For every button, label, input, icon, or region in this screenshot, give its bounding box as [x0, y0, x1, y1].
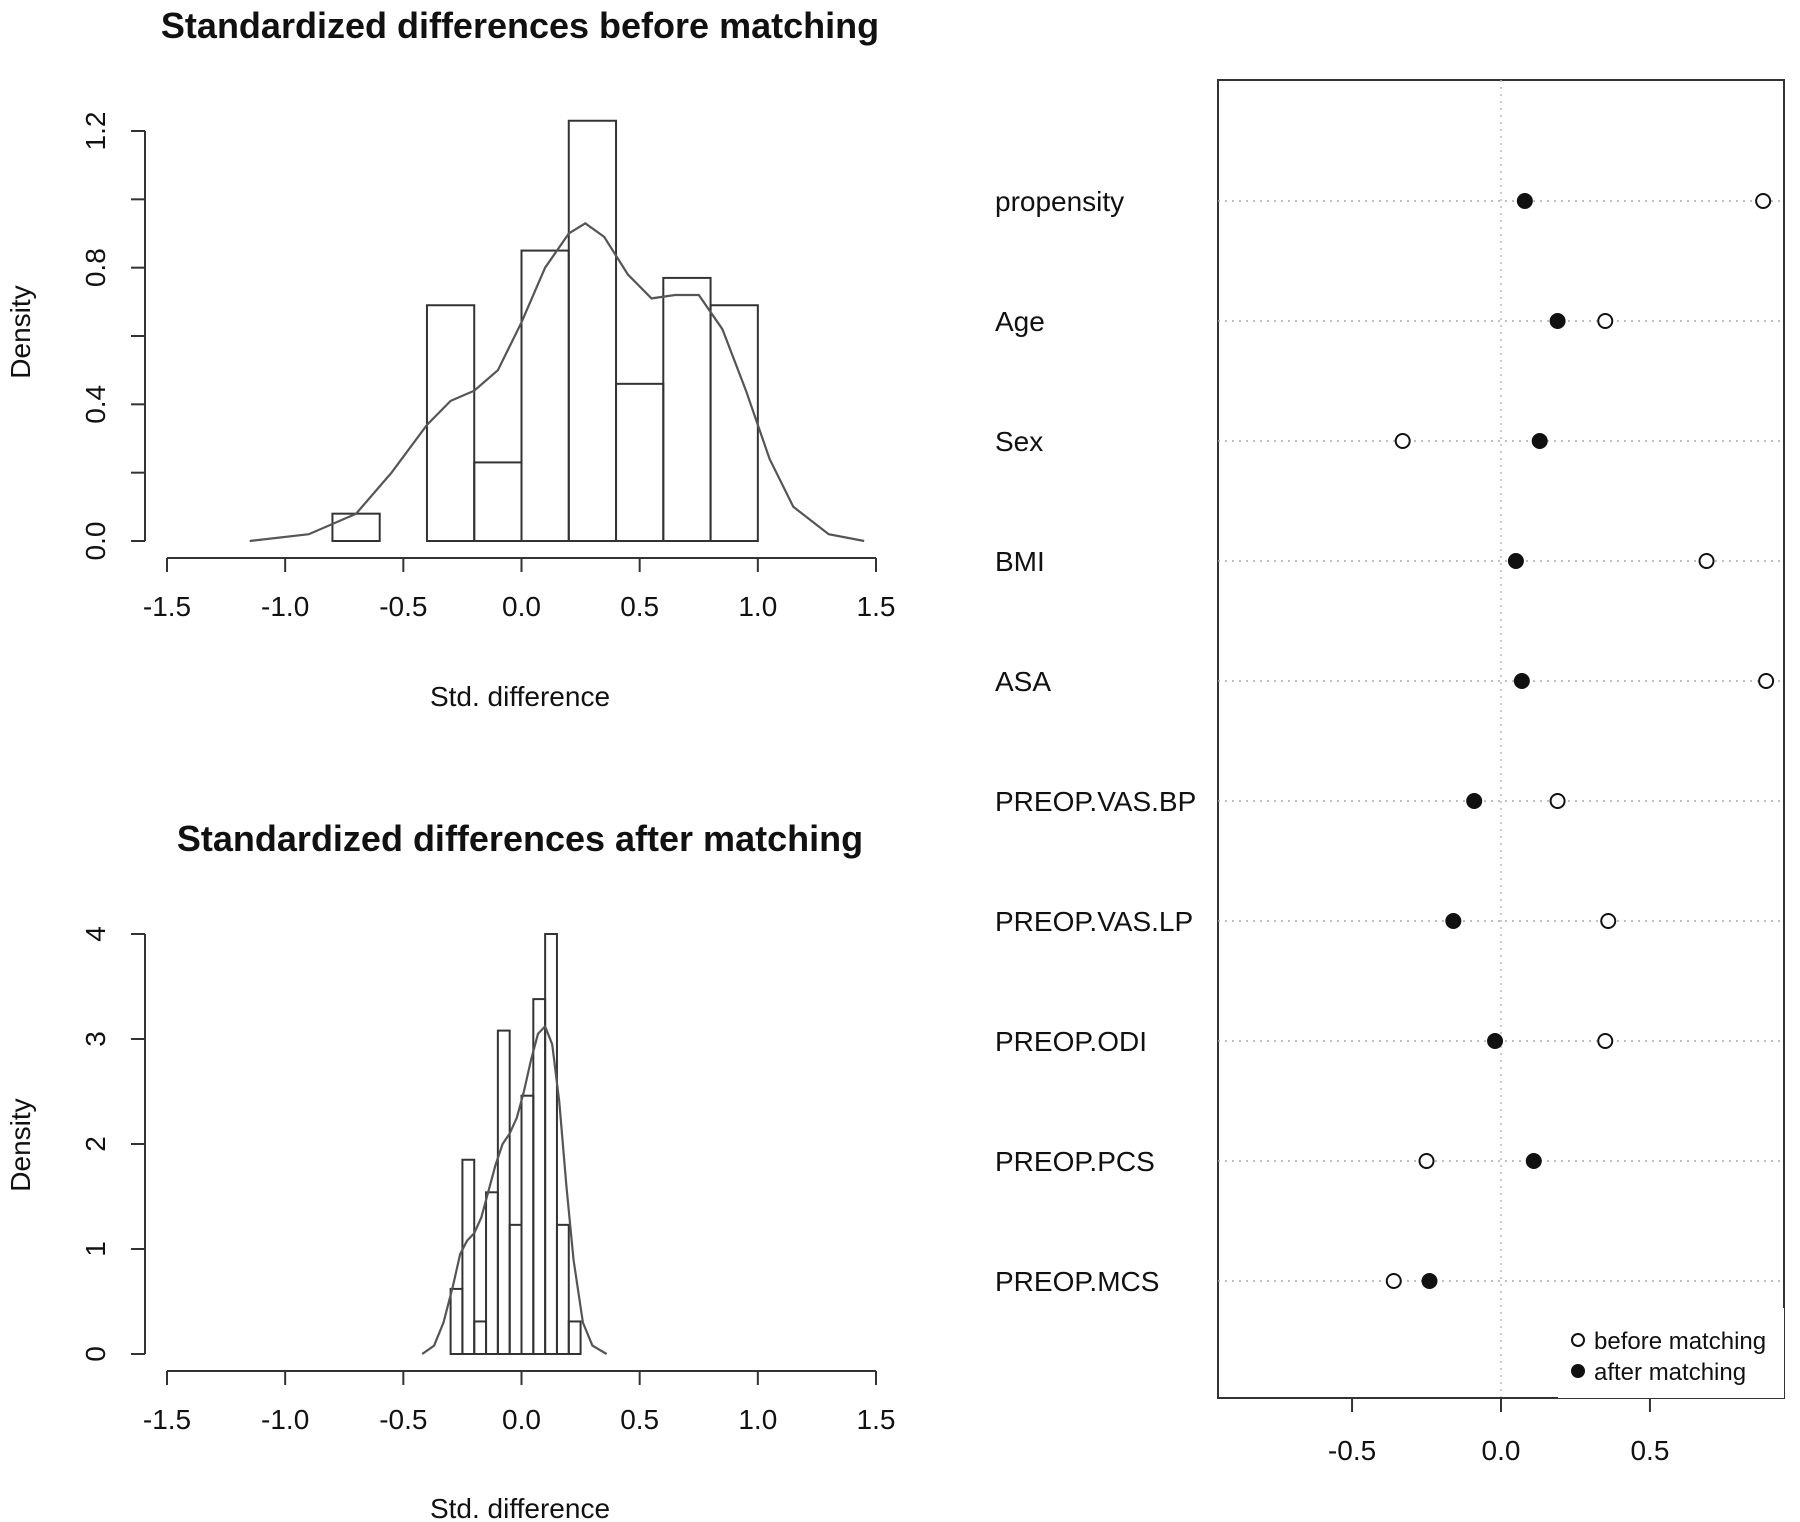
y-tick-label: 1.2: [80, 112, 111, 151]
density-curve: [249, 221, 865, 543]
histogram-bar: [496, 1029, 511, 1355]
histogram-bar: [520, 1094, 535, 1355]
x-tick-label: 1.5: [857, 1404, 896, 1435]
histogram-bar: [532, 998, 547, 1355]
histogram-bar: [508, 1223, 523, 1355]
y-tick-label: 0.8: [80, 248, 111, 287]
variable-label: PREOP.MCS: [995, 1266, 1159, 1297]
x-tick-label: -1.5: [143, 1404, 191, 1435]
y-tick-label: 2: [80, 1136, 111, 1152]
legend-marker: [1571, 1364, 1585, 1378]
histogram-bar: [485, 1191, 499, 1356]
variable-label: PREOP.VAS.LP: [995, 906, 1193, 937]
x-tick-label: -1.5: [143, 591, 191, 622]
variable-label: Sex: [995, 426, 1043, 457]
legend-label: before matching: [1594, 1328, 1766, 1355]
variable-label: PREOP.ODI: [995, 1026, 1147, 1057]
x-tick-label: 1.5: [857, 591, 896, 622]
before-matching-point: [1394, 433, 1411, 449]
variable-label: PREOP.VAS.BP: [995, 786, 1196, 817]
histogram-bar: [555, 1223, 570, 1355]
after-matching-point: [1513, 673, 1530, 689]
histogram-bar: [473, 461, 523, 542]
before-matching-point: [1597, 1033, 1614, 1049]
y-tick-label: 1: [80, 1241, 111, 1257]
histogram-bar: [567, 1320, 582, 1355]
histogram-before-xlabel: Std. difference: [430, 681, 610, 712]
x-tick-label: -0.5: [379, 591, 427, 622]
y-tick-label: 0.4: [80, 385, 111, 424]
x-tick-label: -0.5: [1328, 1435, 1376, 1466]
after-matching-point: [1445, 913, 1462, 929]
x-tick-label: 0.0: [502, 591, 541, 622]
histogram-after-title: Standardized differences after matching: [177, 818, 863, 859]
after-matching-point: [1525, 1153, 1542, 1169]
x-tick-label: 1.0: [738, 1404, 777, 1435]
before-matching-point: [1385, 1273, 1402, 1289]
x-tick-label: 1.0: [738, 591, 777, 622]
y-tick-label: 0: [80, 1346, 111, 1362]
x-tick-label: -1.0: [261, 1404, 309, 1435]
histogram-before-panel: Standardized differences before matching…: [5, 5, 895, 712]
histogram-before-ylabel: Density: [5, 285, 36, 378]
histogram-bar: [331, 512, 381, 543]
histogram-bar: [449, 1287, 464, 1356]
y-tick-label: 0.0: [80, 522, 111, 561]
after-matching-point: [1516, 193, 1533, 209]
x-tick-label: -1.0: [261, 591, 309, 622]
histogram-after-panel: Standardized differences after matching …: [5, 818, 895, 1522]
dotplot-panel: propensity Age Sex BMI ASA PREOP.VAS.BP PREOP.…: [995, 79, 1785, 1466]
before-matching-point: [1418, 1153, 1435, 1169]
variable-label: ASA: [995, 666, 1051, 697]
histogram-after-ylabel: Density: [5, 1098, 36, 1191]
after-matching-point: [1421, 1273, 1438, 1289]
before-matching-point: [1600, 913, 1617, 929]
legend-box: [1558, 1308, 1784, 1398]
variable-label: BMI: [995, 546, 1045, 577]
histogram-bar: [544, 933, 558, 1355]
x-tick-label: 0.5: [620, 591, 659, 622]
before-matching-point: [1755, 193, 1772, 209]
after-matching-point: [1531, 433, 1548, 449]
histogram-bar: [709, 304, 759, 542]
before-matching-point: [1597, 313, 1614, 329]
y-tick-label: 4: [80, 926, 111, 942]
after-matching-point: [1549, 313, 1566, 329]
histogram-bar: [461, 1158, 476, 1355]
density-curve: [421, 1024, 608, 1355]
y-tick-label: 3: [80, 1031, 111, 1047]
histogram-bar: [662, 276, 712, 542]
variable-label: propensity: [995, 186, 1124, 217]
legend-marker: [1571, 1333, 1585, 1347]
variable-label: PREOP.PCS: [995, 1146, 1155, 1177]
histogram-bar: [615, 382, 665, 543]
before-matching-point: [1549, 793, 1566, 809]
histogram-before-title: Standardized differences before matching: [161, 5, 879, 46]
x-tick-label: 0.5: [1630, 1435, 1669, 1466]
legend: before matching after matching: [1558, 1308, 1784, 1398]
histogram-bar: [473, 1320, 488, 1355]
x-tick-label: 0.5: [620, 1404, 659, 1435]
x-tick-label: -0.5: [379, 1404, 427, 1435]
after-matching-point: [1466, 793, 1483, 809]
before-matching-point: [1758, 673, 1775, 689]
after-matching-point: [1507, 553, 1524, 569]
histogram-bar: [520, 249, 570, 542]
before-matching-point: [1698, 553, 1715, 569]
after-matching-point: [1487, 1033, 1504, 1049]
x-tick-label: 0.0: [502, 1404, 541, 1435]
histogram-bar: [567, 119, 618, 542]
legend-label: after matching: [1594, 1359, 1746, 1386]
variable-label: Age: [995, 306, 1045, 337]
x-tick-label: 0.0: [1482, 1435, 1521, 1466]
histogram-bar: [425, 304, 476, 542]
histogram-after-xlabel: Std. difference: [430, 1493, 610, 1522]
